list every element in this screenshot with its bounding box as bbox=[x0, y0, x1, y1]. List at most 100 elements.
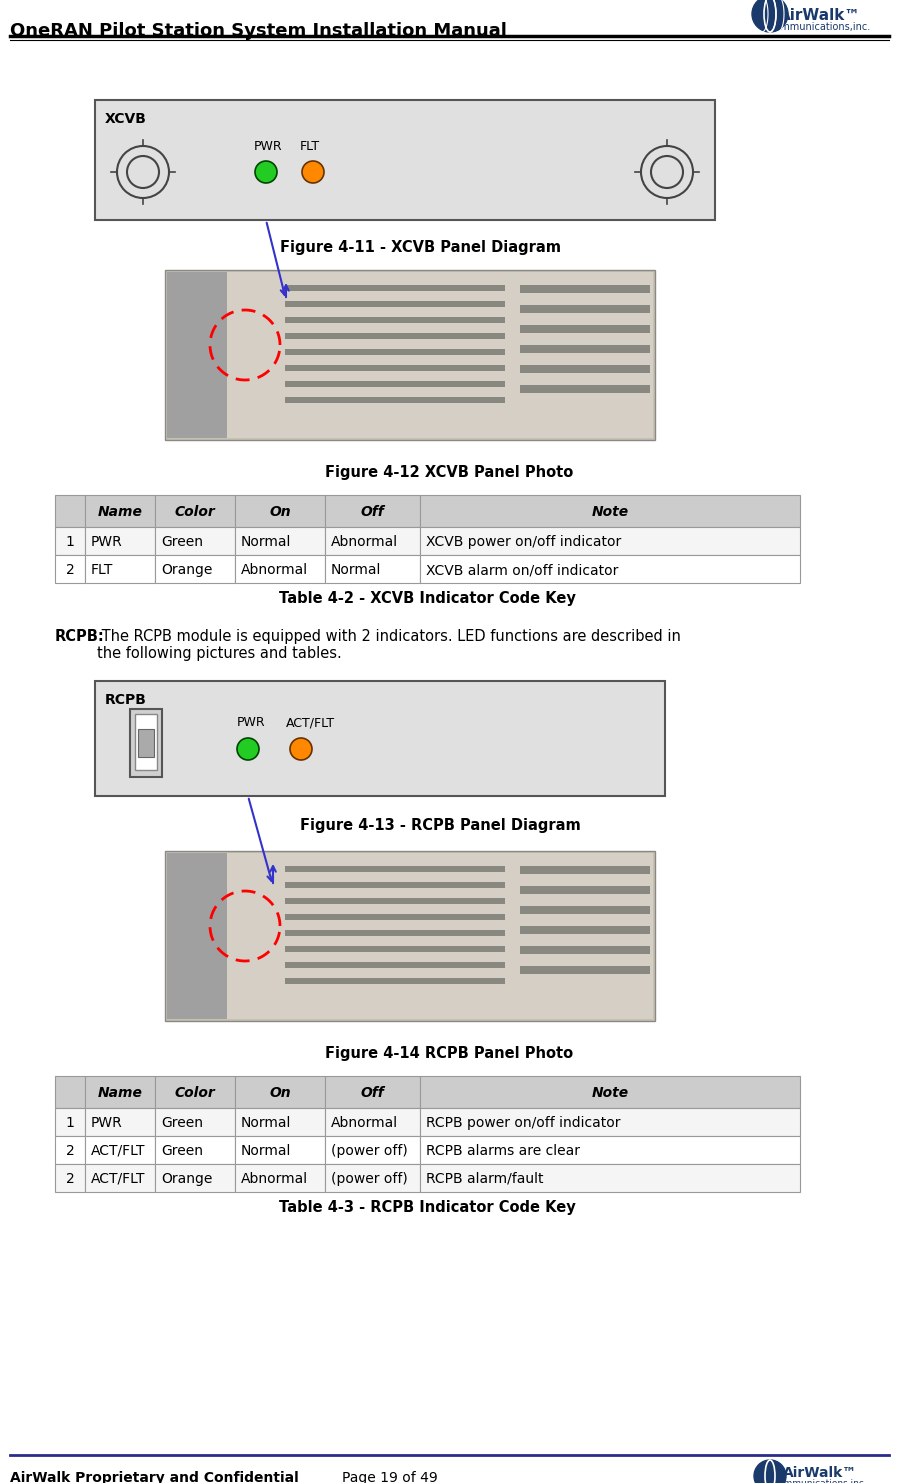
Bar bbox=[520, 386, 650, 393]
Circle shape bbox=[752, 0, 788, 33]
Circle shape bbox=[127, 156, 159, 188]
Bar bbox=[55, 1164, 85, 1192]
Text: OneRAN Pilot Station System Installation Manual: OneRAN Pilot Station System Installation… bbox=[10, 22, 507, 40]
Circle shape bbox=[117, 145, 169, 199]
Text: Abnormal: Abnormal bbox=[241, 1172, 308, 1186]
Text: Note: Note bbox=[592, 1086, 628, 1100]
Text: XCVB alarm on/off indicator: XCVB alarm on/off indicator bbox=[426, 564, 619, 577]
Bar bbox=[285, 349, 505, 354]
Text: Name: Name bbox=[98, 1086, 142, 1100]
Bar bbox=[520, 906, 650, 914]
Bar bbox=[235, 1077, 325, 1108]
Bar bbox=[85, 1108, 155, 1136]
Text: Color: Color bbox=[174, 506, 216, 519]
Bar bbox=[130, 709, 162, 777]
Bar bbox=[285, 381, 505, 387]
Bar bbox=[285, 285, 505, 291]
Bar bbox=[227, 853, 653, 1019]
Bar bbox=[155, 555, 235, 583]
Bar bbox=[285, 365, 505, 371]
Text: PWR: PWR bbox=[91, 1117, 123, 1130]
Text: PWR: PWR bbox=[91, 535, 123, 549]
Bar bbox=[420, 1108, 800, 1136]
Bar bbox=[235, 495, 325, 526]
Bar bbox=[165, 851, 655, 1020]
Bar bbox=[520, 346, 650, 353]
Bar bbox=[520, 885, 650, 894]
Circle shape bbox=[290, 739, 312, 759]
Text: 2: 2 bbox=[66, 564, 75, 577]
Text: ACT/FLT: ACT/FLT bbox=[91, 1143, 146, 1158]
Text: Figure 4-13 - RCPB Panel Diagram: Figure 4-13 - RCPB Panel Diagram bbox=[300, 819, 581, 833]
Bar bbox=[520, 946, 650, 954]
Text: Green: Green bbox=[161, 1143, 203, 1158]
Text: RCPB: RCPB bbox=[105, 693, 147, 707]
Bar bbox=[520, 965, 650, 974]
Text: Orange: Orange bbox=[161, 564, 212, 577]
Bar bbox=[55, 495, 85, 526]
Bar bbox=[85, 526, 155, 555]
Bar bbox=[420, 1136, 800, 1164]
Bar bbox=[155, 526, 235, 555]
Text: 1: 1 bbox=[66, 1117, 75, 1130]
Bar bbox=[285, 397, 505, 403]
Bar bbox=[85, 1136, 155, 1164]
Text: Note: Note bbox=[592, 506, 628, 519]
Bar bbox=[167, 271, 227, 437]
Text: RCPB alarm/fault: RCPB alarm/fault bbox=[426, 1172, 544, 1186]
Text: Normal: Normal bbox=[331, 564, 381, 577]
Text: XCVB power on/off indicator: XCVB power on/off indicator bbox=[426, 535, 621, 549]
Bar bbox=[520, 866, 650, 873]
Bar bbox=[55, 1136, 85, 1164]
Text: On: On bbox=[269, 1086, 290, 1100]
Bar bbox=[235, 1164, 325, 1192]
Bar bbox=[285, 866, 505, 872]
Bar bbox=[95, 681, 665, 796]
Bar bbox=[235, 526, 325, 555]
Text: Color: Color bbox=[174, 1086, 216, 1100]
Bar bbox=[520, 305, 650, 313]
Bar bbox=[55, 1108, 85, 1136]
Bar bbox=[325, 526, 420, 555]
Text: RCPB alarms are clear: RCPB alarms are clear bbox=[426, 1143, 580, 1158]
Text: Off: Off bbox=[360, 506, 385, 519]
Bar bbox=[420, 495, 800, 526]
Bar bbox=[285, 882, 505, 888]
Text: Abnormal: Abnormal bbox=[331, 535, 398, 549]
Bar bbox=[55, 555, 85, 583]
Text: communications,inc.: communications,inc. bbox=[770, 22, 870, 33]
Bar bbox=[85, 1077, 155, 1108]
Circle shape bbox=[302, 162, 324, 182]
Text: Abnormal: Abnormal bbox=[241, 564, 308, 577]
Text: Name: Name bbox=[98, 506, 142, 519]
Bar bbox=[95, 99, 715, 219]
Bar bbox=[138, 730, 154, 756]
Bar bbox=[85, 555, 155, 583]
Text: 2: 2 bbox=[66, 1172, 75, 1186]
Bar bbox=[325, 1108, 420, 1136]
Text: Green: Green bbox=[161, 1117, 203, 1130]
Text: XCVB: XCVB bbox=[105, 113, 147, 126]
Bar bbox=[325, 1077, 420, 1108]
Bar bbox=[155, 1164, 235, 1192]
Text: Normal: Normal bbox=[241, 535, 291, 549]
Text: FLT: FLT bbox=[91, 564, 113, 577]
Bar bbox=[325, 1164, 420, 1192]
Bar bbox=[235, 1136, 325, 1164]
Bar bbox=[325, 555, 420, 583]
Bar bbox=[285, 899, 505, 905]
Bar bbox=[285, 946, 505, 952]
Bar bbox=[520, 285, 650, 294]
Text: Figure 4-12 XCVB Panel Photo: Figure 4-12 XCVB Panel Photo bbox=[325, 466, 574, 480]
Bar bbox=[85, 495, 155, 526]
Bar bbox=[520, 325, 650, 334]
Text: Off: Off bbox=[360, 1086, 385, 1100]
Text: FLT: FLT bbox=[300, 139, 320, 153]
Text: Green: Green bbox=[161, 535, 203, 549]
Text: PWR: PWR bbox=[254, 139, 282, 153]
Bar bbox=[235, 555, 325, 583]
Circle shape bbox=[754, 1459, 786, 1483]
Bar bbox=[155, 1077, 235, 1108]
Text: RCPB:: RCPB: bbox=[55, 629, 105, 644]
Bar bbox=[420, 555, 800, 583]
